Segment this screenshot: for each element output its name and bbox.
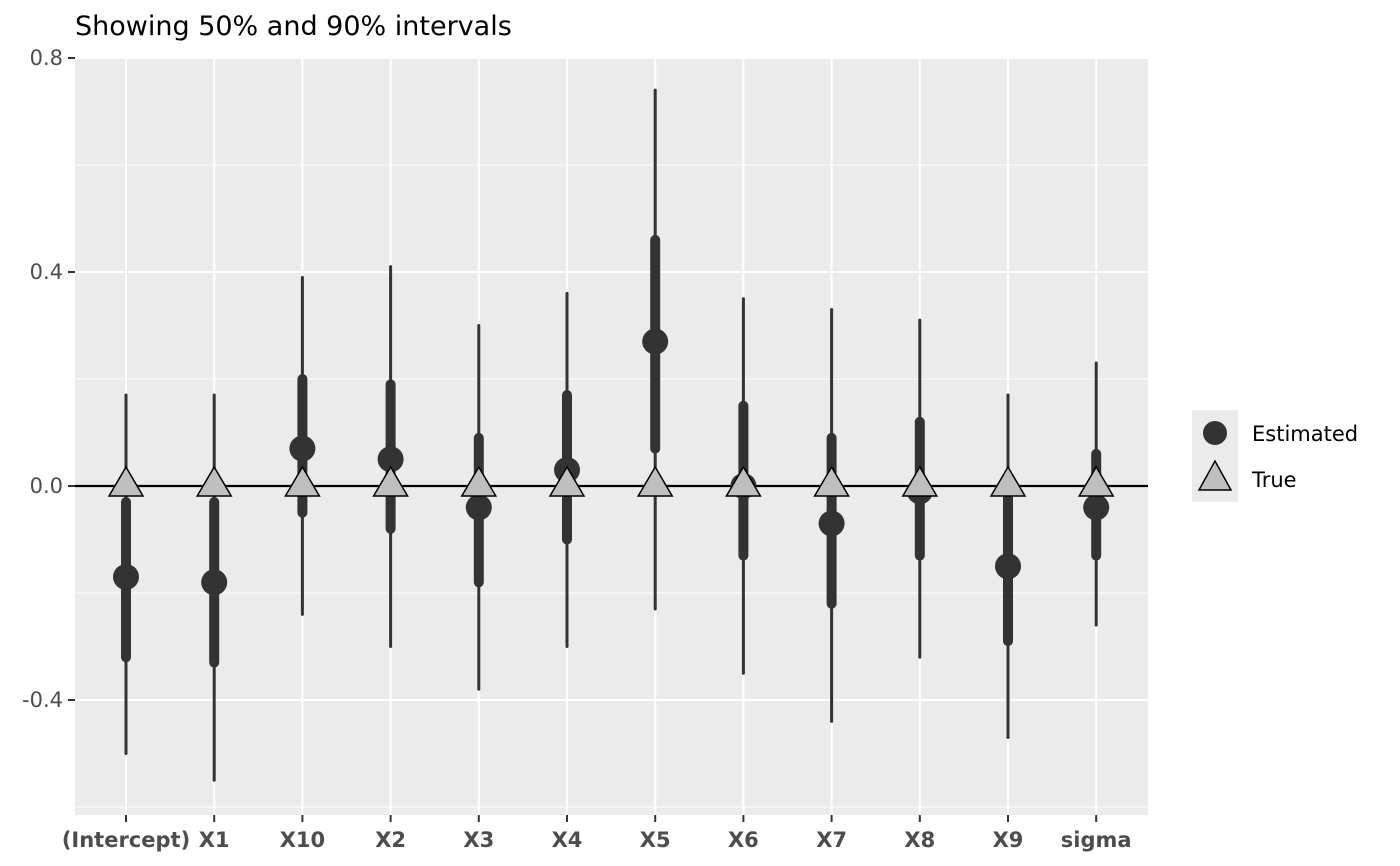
true-point-triangle — [372, 465, 409, 497]
true-point-triangle — [636, 465, 674, 497]
x-tick-label: X1 — [199, 828, 230, 852]
true-point-triangle — [1077, 465, 1115, 497]
y-tick-label: 0.8 — [30, 46, 63, 70]
true-point-triangle — [813, 465, 850, 497]
x-tick-label: X10 — [280, 828, 325, 852]
x-tick-label: X9 — [993, 828, 1024, 852]
estimated-point — [642, 328, 669, 355]
estimated-point — [113, 563, 139, 590]
estimated-point — [465, 494, 492, 521]
x-tick-label: X8 — [904, 828, 935, 852]
y-tick-label: -0.4 — [22, 688, 63, 712]
chart-title: Showing 50% and 90% intervals — [75, 11, 512, 42]
x-tick-label: X7 — [816, 828, 847, 852]
x-tick-label: X4 — [552, 828, 583, 852]
true-point-triangle — [107, 465, 145, 497]
y-tick-label: 0.4 — [30, 260, 63, 284]
true-point-triangle — [284, 465, 321, 497]
x-tick-label: X2 — [375, 828, 406, 852]
estimated-point — [995, 553, 1021, 580]
true-point-triangle — [901, 465, 939, 497]
plot-panel — [75, 58, 1148, 815]
estimated-point — [201, 569, 228, 596]
estimated-point — [818, 510, 845, 537]
x-tick-label: (Intercept) — [62, 828, 190, 852]
legend: Estimated True — [1192, 410, 1358, 502]
true-point-triangle — [989, 465, 1027, 497]
true-point-triangle — [548, 465, 586, 497]
y-axis: -0.4 0.0 0.4 0.8 — [22, 46, 75, 712]
x-tick-label: X3 — [463, 828, 494, 852]
estimated-point — [289, 435, 316, 462]
x-tick-label: sigma — [1061, 828, 1132, 852]
estimated-point — [377, 446, 404, 473]
legend-true-icon — [1197, 459, 1233, 491]
legend-label-estimated: Estimated — [1252, 422, 1358, 446]
x-axis: (Intercept) X1 X10 X2 X3 X4 X5 X6 X7 X8 X9 sigma — [62, 815, 1132, 852]
legend-label-true: True — [1251, 468, 1297, 492]
true-point-triangle — [725, 465, 762, 497]
x-tick-label: X6 — [728, 828, 759, 852]
legend-estimated-icon — [1203, 421, 1227, 445]
x-tick-label: X5 — [640, 828, 671, 852]
y-tick-label: 0.0 — [30, 474, 63, 498]
true-point-triangle — [460, 465, 498, 497]
interval-marks — [107, 88, 1115, 782]
estimated-point — [1083, 494, 1110, 521]
true-point-triangle — [195, 465, 233, 497]
